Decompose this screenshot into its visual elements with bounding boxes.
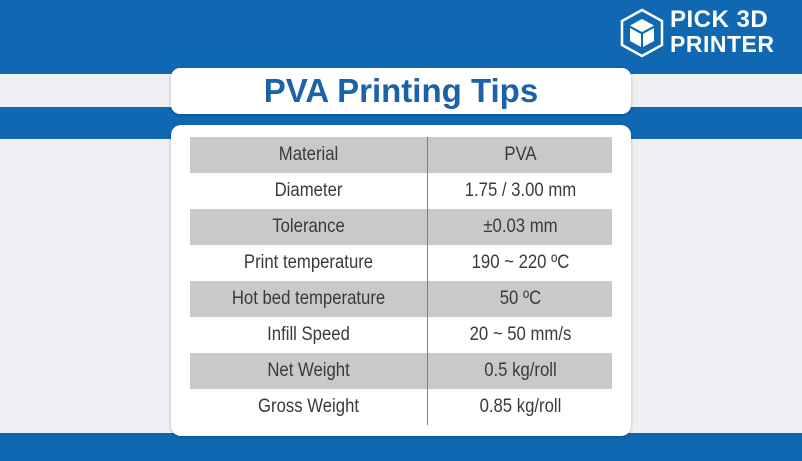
title-card: PVA Printing Tips	[171, 68, 631, 114]
brand-name: PICK 3D PRINTER	[670, 6, 775, 57]
table-row: Diameter 1.75 / 3.00 mm	[190, 173, 612, 209]
row-property: Net Weight	[204, 353, 414, 389]
row-property: Infill Speed	[204, 317, 414, 353]
table-row: Hot bed temperature 50 ºC	[190, 281, 612, 317]
row-property: Material	[204, 137, 414, 173]
row-value: 190 ~ 220 ºC	[471, 252, 569, 273]
row-property: Tolerance	[204, 209, 414, 245]
row-property: Print temperature	[204, 245, 414, 281]
row-value: 0.5 kg/roll	[483, 360, 557, 381]
header-band	[0, 0, 802, 74]
cube-icon	[620, 8, 664, 58]
table-row: Print temperature 190 ~ 220 ºC	[190, 245, 612, 281]
specs-table: Material PVA Diameter 1.75 / 3.00 mm Tol…	[190, 137, 612, 425]
row-value: 50 ºC	[499, 288, 541, 309]
row-value: ±0.03 mm	[482, 216, 558, 237]
brand-line-1: PICK 3D	[670, 6, 769, 33]
table-row: Tolerance ±0.03 mm	[190, 209, 612, 245]
row-property: Hot bed temperature	[204, 281, 414, 317]
row-value: 20 ~ 50 mm/s	[469, 324, 571, 345]
table-row: Gross Weight 0.85 kg/roll	[190, 389, 612, 425]
page-title: PVA Printing Tips	[263, 72, 539, 109]
row-property: Diameter	[204, 173, 414, 209]
footer-band	[0, 433, 802, 461]
row-value: PVA	[503, 144, 537, 165]
specs-card: Material PVA Diameter 1.75 / 3.00 mm Tol…	[171, 125, 631, 436]
brand-logo[interactable]: PICK 3D PRINTER	[618, 6, 798, 60]
row-property: Gross Weight	[204, 389, 414, 425]
table-row: Net Weight 0.5 kg/roll	[190, 353, 612, 389]
table-row: Material PVA	[190, 137, 612, 173]
table-row: Infill Speed 20 ~ 50 mm/s	[190, 317, 612, 353]
row-value: 0.85 kg/roll	[479, 396, 561, 417]
brand-line-2: PRINTER	[670, 31, 775, 57]
row-value: 1.75 / 3.00 mm	[464, 180, 576, 201]
